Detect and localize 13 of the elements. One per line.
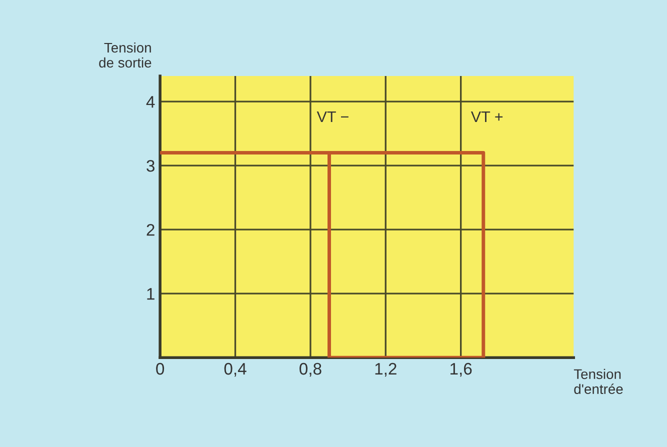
y-tick-label: 2: [146, 224, 154, 236]
x-tick-label: 0,4: [224, 362, 246, 377]
y-tick-label: 1: [147, 288, 154, 300]
y-tick-label: 4: [146, 96, 155, 108]
x-tick-label: 0,8: [300, 362, 322, 377]
annotation: VT +: [470, 112, 503, 122]
y-tick-label: 3: [146, 160, 154, 172]
x-axis-title: Tension d'entrée: [574, 368, 623, 394]
y-axis-title: Tension de sortie: [99, 42, 152, 68]
x-tick-label: 0: [156, 362, 164, 375]
annotation: VT −: [316, 112, 348, 122]
x-tick-label: 1,6: [450, 362, 472, 377]
x-tick-label: 1,2: [375, 362, 396, 377]
